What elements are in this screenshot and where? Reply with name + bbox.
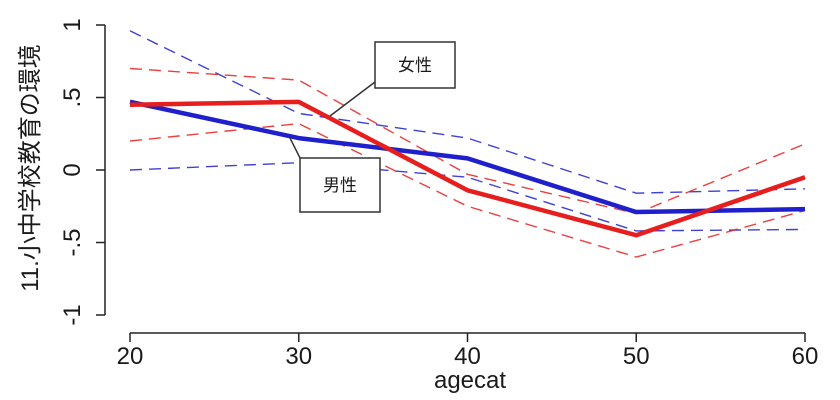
annotation-label-male: 男性: [323, 176, 357, 196]
y-tick-label-2: 0: [59, 163, 86, 176]
x-tick-label-4: 60: [792, 343, 819, 370]
x-tick-label-3: 50: [623, 343, 650, 370]
annotation-box-male: [299, 157, 381, 213]
ci-lower-line-female: [129, 122, 806, 258]
ci-lower-line-male: [129, 162, 806, 232]
series-line-male: [129, 99, 806, 215]
annotation-leader-female: [329, 81, 376, 117]
x-tick-label-1: 30: [285, 343, 312, 370]
x-tick-label-2: 40: [454, 343, 481, 370]
annotation-label-female: 女性: [398, 56, 432, 76]
series-lines: [129, 99, 806, 238]
y-axis-title: 11.小中学校教育の環境: [17, 44, 44, 292]
confidence-bands: [129, 30, 806, 258]
y-tick-label-1: .5: [59, 87, 86, 107]
y-tick-label-0: 1: [59, 18, 86, 31]
annotations: 女性 男性: [289, 41, 456, 213]
ci-upper-line-male: [129, 30, 806, 194]
y-tick-label-3: -.5: [59, 228, 86, 256]
x-axis-title: agecat: [434, 367, 506, 394]
annotation-leader-male: [289, 137, 301, 159]
annotation-box-female: [374, 41, 456, 89]
x-tick-label-0: 20: [117, 343, 144, 370]
axes: 1 .5 0 -.5 -1 20 30 40 50 60: [59, 18, 818, 370]
y-tick-label-4: -1: [59, 304, 86, 325]
ci-upper-line-female: [129, 67, 806, 215]
